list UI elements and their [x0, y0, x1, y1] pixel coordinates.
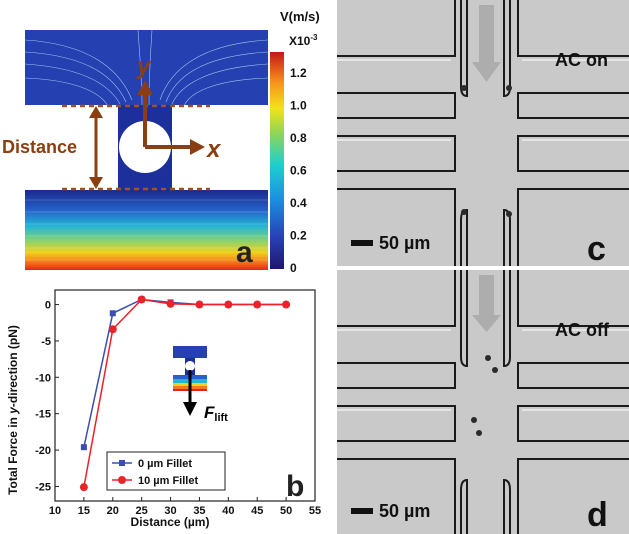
axis-y-label: y [136, 53, 152, 80]
y-tick-label: -20 [35, 445, 51, 457]
data-point-circle [253, 300, 262, 309]
y-tick-label: -15 [35, 409, 51, 421]
y-axis-arrow [137, 80, 153, 95]
data-point-circle [166, 299, 175, 308]
scalebar [351, 508, 373, 514]
x-tick-label: 30 [164, 505, 176, 517]
data-point-circle [195, 300, 204, 309]
data-point-square [80, 444, 87, 451]
scalebar [351, 240, 373, 246]
colorbar-tick-label: 0.2 [290, 229, 307, 243]
axis-x-label: x [205, 136, 222, 163]
x-tick-label: 25 [136, 505, 148, 517]
y-tick-label: -5 [41, 336, 51, 348]
flow-direction-arrow [472, 275, 501, 332]
colorbar-title: V(m/s) [280, 9, 320, 24]
y-tick-label: -25 [35, 481, 51, 493]
flow-bottom-region [25, 190, 268, 270]
scalebar-label: 50 µm [379, 233, 430, 253]
panel-b-chart: Total Force in y-direction (pN) Distance… [6, 289, 321, 529]
particle [492, 367, 498, 373]
colorbar-tick-label: 1.0 [290, 99, 307, 113]
panel-c-letter: c [587, 230, 606, 266]
colorbar-tick-label: 0.4 [290, 196, 307, 210]
x-tick-label: 50 [280, 505, 292, 517]
particle [506, 85, 512, 91]
particle [461, 85, 467, 91]
data-point-circle [79, 483, 88, 492]
legend-marker-0um [119, 460, 125, 466]
colorbar [270, 52, 284, 269]
series-line-1 [83, 298, 287, 488]
flow-direction-arrow [472, 5, 501, 82]
x-tick-label: 55 [309, 505, 321, 517]
scalebar-label: 50 µm [379, 501, 430, 521]
data-point-square [109, 310, 116, 317]
y-tick-label: 0 [45, 300, 51, 312]
lift-force-label: Flift [204, 403, 228, 424]
channel-wall-right [172, 105, 268, 190]
data-point-circle [224, 300, 233, 309]
colorbar-tick-label: 1.2 [290, 66, 307, 80]
panel-d-letter: d [587, 496, 608, 534]
legend-marker-10um [118, 476, 126, 484]
legend-label-10um: 10 µm Fillet [138, 475, 198, 487]
panel-b-letter: b [286, 470, 304, 503]
colorbar-tick-label: 0 [290, 261, 297, 275]
panel-d-micrograph: AC off 50 µm d [337, 270, 629, 534]
panel-c-micrograph: AC on 50 µm c [337, 0, 629, 266]
chart-legend: 0 µm Fillet 10 µm Fillet [106, 451, 226, 491]
y-tick-label: -10 [35, 372, 51, 384]
plot-frame [54, 289, 316, 502]
panel-a-flow-field: Distance y x a V(m/s) X10-3 1.2 1.0 0.8 0.6… [2, 9, 320, 275]
inset-figure: Flift [173, 346, 228, 424]
x-tick-label: 40 [222, 505, 234, 517]
data-point-circle [137, 295, 146, 304]
x-axis-title: Distance (µm) [131, 515, 210, 529]
data-point-circle [108, 325, 117, 334]
x-tick-label: 20 [107, 505, 119, 517]
legend-label-0um: 0 µm Fillet [138, 458, 192, 470]
x-tick-label: 10 [49, 505, 61, 517]
distance-label: Distance [2, 137, 77, 157]
x-tick-label: 35 [193, 505, 205, 517]
data-point-circle [282, 300, 291, 309]
status-label-ac-off: AC off [555, 320, 610, 340]
particle [471, 417, 477, 423]
particle [485, 355, 491, 361]
particle [476, 430, 482, 436]
status-label-ac-on: AC on [555, 50, 608, 70]
x-tick-label: 45 [251, 505, 263, 517]
x-axis-arrow [190, 139, 205, 155]
panel-a-letter: a [236, 236, 253, 269]
colorbar-scale: X10-3 [289, 33, 318, 48]
y-axis-title: Total Force in y-direction (pN) [6, 325, 20, 495]
colorbar-tick-label: 0.8 [290, 131, 307, 145]
colorbar-tick-label: 0.6 [290, 164, 307, 178]
x-tick-label: 15 [78, 505, 90, 517]
particle [461, 209, 467, 215]
particle [506, 211, 512, 217]
